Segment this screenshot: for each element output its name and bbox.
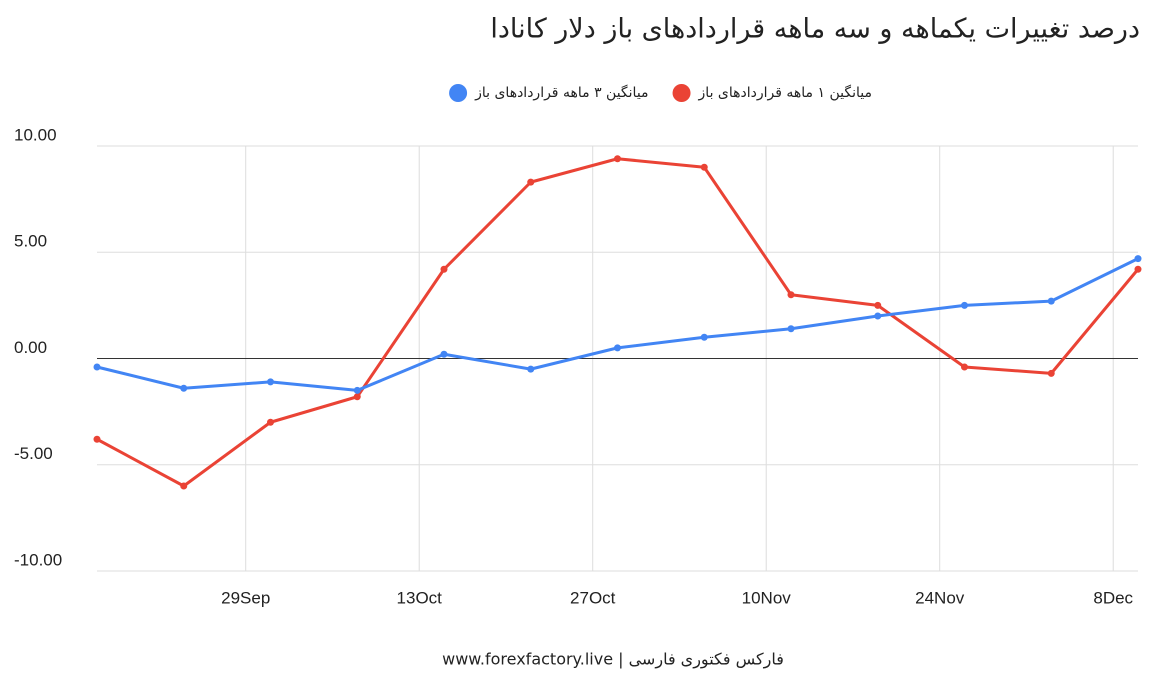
data-point [93,435,101,443]
data-point [874,312,882,320]
data-point [614,344,621,352]
data-point [527,365,535,373]
data-point [961,301,968,309]
data-point [440,265,448,273]
data-point [267,418,274,426]
legend-marker [672,84,691,102]
data-point [700,333,708,341]
data-point [700,163,708,171]
y-tick-label: 5.00 [14,232,47,251]
data-point [1134,265,1142,273]
y-tick-label: 0.00 [14,338,47,357]
x-tick-label: 27Oct [570,588,616,607]
y-tick-label: -5.00 [14,444,53,463]
x-tick-label: 13Oct [397,588,443,607]
x-tick-label: 8Dec [1093,588,1133,607]
legend-label: میانگین ۱ ماهه قراردادهای باز [698,84,872,101]
data-point [180,384,188,392]
data-point [267,378,274,386]
data-point [961,363,968,371]
footer: www.forexfactory.live | فارکس فکتوری فار… [442,650,784,670]
data-point [1047,369,1055,377]
x-tick-label: 24Nov [915,588,965,607]
data-point [1134,255,1142,263]
series-line [96,157,1140,488]
series-line [96,257,1139,392]
data-point [787,325,795,333]
data-point [353,386,361,394]
data-point [93,363,101,371]
chart-title: درصد تغییرات یکماهه و سه ماهه قراردادهای… [490,14,1140,45]
y-tick-label: -10.00 [14,550,62,569]
data-point [1047,297,1055,305]
data-point [787,291,795,299]
data-point [353,393,361,401]
data-point [614,155,621,163]
x-tick-label: 10Nov [742,588,792,607]
data-point [874,301,882,309]
data-point [527,178,535,186]
y-tick-label: 10.00 [14,125,57,144]
legend-marker [449,84,468,102]
data-point [440,350,448,358]
data-point [180,482,188,490]
x-tick-label: 29Sep [221,588,270,607]
legend-label: میانگین ۳ ماهه قراردادهای باز [474,84,648,101]
